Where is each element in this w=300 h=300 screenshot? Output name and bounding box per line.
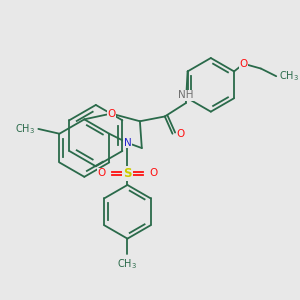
Text: O: O bbox=[149, 169, 158, 178]
Text: O: O bbox=[97, 169, 105, 178]
Text: CH$_3$: CH$_3$ bbox=[279, 69, 299, 83]
Text: CH$_3$: CH$_3$ bbox=[117, 257, 137, 271]
Text: N: N bbox=[124, 138, 131, 148]
Text: S: S bbox=[123, 167, 132, 180]
Text: NH: NH bbox=[178, 90, 194, 100]
Text: O: O bbox=[239, 59, 248, 69]
Text: CH$_3$: CH$_3$ bbox=[16, 122, 35, 136]
Text: O: O bbox=[107, 109, 115, 118]
Text: O: O bbox=[176, 129, 184, 139]
